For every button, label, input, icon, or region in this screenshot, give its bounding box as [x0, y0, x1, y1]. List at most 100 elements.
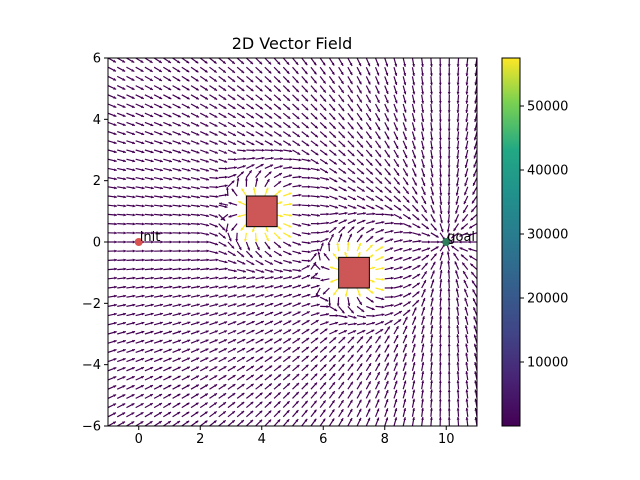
field-arrowhead	[315, 161, 319, 164]
field-arrowhead	[223, 88, 227, 91]
field-arrowhead	[314, 364, 318, 368]
field-arrowhead	[380, 246, 384, 250]
field-arrowhead	[214, 375, 218, 379]
field-arrowhead	[160, 285, 164, 289]
field-arrowhead	[247, 247, 250, 251]
field-arrowhead	[317, 195, 320, 199]
field-arrowhead	[223, 97, 227, 100]
field-arrowhead	[314, 98, 318, 102]
field-arrowhead	[268, 70, 272, 74]
field-arrowhead	[270, 276, 274, 279]
field-arrowhead	[297, 152, 301, 155]
field-arrowhead	[149, 403, 153, 406]
field-arrowhead	[150, 150, 154, 154]
field-arrowhead	[381, 288, 385, 292]
field-arrowhead	[158, 421, 162, 424]
field-arrowhead	[403, 109, 407, 113]
field-arrowhead	[368, 372, 371, 376]
field-arrowhead	[351, 144, 355, 148]
field-arrowhead	[326, 305, 330, 309]
field-arrowhead	[394, 389, 398, 393]
field-arrowhead	[370, 290, 374, 294]
field-arrowhead	[353, 211, 357, 215]
field-arrowhead	[462, 262, 466, 266]
field-arrowhead	[324, 152, 328, 156]
field-arrowhead	[453, 228, 457, 232]
field-arrowhead	[368, 126, 372, 130]
field-arrowhead	[314, 382, 318, 386]
field-arrowhead	[416, 300, 419, 304]
field-arrowhead	[177, 357, 181, 361]
field-arrowhead	[413, 173, 417, 177]
field-arrowhead	[158, 69, 162, 72]
field-arrowhead	[456, 156, 460, 159]
field-arrowhead	[169, 204, 173, 208]
field-arrowhead	[298, 158, 302, 162]
field-arrowhead	[132, 312, 136, 316]
field-arrowhead	[131, 96, 135, 99]
y-tick-label: −6	[82, 420, 101, 435]
field-arrowhead	[422, 288, 426, 292]
field-arrowhead	[177, 114, 181, 118]
field-arrowhead	[464, 325, 468, 329]
field-arrowhead	[439, 306, 443, 310]
field-arrowhead	[186, 402, 190, 406]
field-arrowhead	[232, 88, 236, 91]
field-arrowhead	[196, 168, 200, 172]
field-arrowhead	[385, 63, 389, 67]
field-arrowhead	[314, 391, 317, 395]
field-arrowhead	[387, 326, 390, 330]
field-arrowhead	[169, 258, 173, 262]
field-arrowhead	[304, 409, 308, 413]
field-arrowhead	[447, 269, 451, 273]
field-arrowhead	[204, 69, 208, 73]
field-arrowhead	[408, 224, 412, 228]
field-arrowhead	[287, 365, 291, 368]
field-arrowhead	[232, 366, 236, 369]
field-arrowhead	[403, 371, 407, 375]
field-arrowhead	[204, 411, 208, 415]
field-arrowhead	[260, 347, 264, 351]
field-arrowhead	[427, 233, 431, 237]
field-arrowhead	[223, 393, 227, 396]
field-arrowhead	[131, 132, 135, 136]
field-arrowhead	[314, 346, 318, 350]
field-arrowhead	[415, 208, 419, 212]
field-arrowhead	[178, 231, 182, 235]
field-arrowhead	[394, 399, 398, 402]
field-arrowhead	[447, 156, 451, 159]
field-arrowhead	[397, 199, 401, 202]
field-arrowhead	[323, 382, 327, 386]
field-arrowhead	[324, 346, 327, 350]
field-arrowhead	[113, 177, 117, 181]
field-arrowhead	[447, 137, 451, 141]
field-arrowhead	[215, 185, 219, 189]
field-arrowhead	[462, 218, 466, 222]
field-arrowhead	[150, 285, 154, 289]
field-arrowhead	[278, 347, 282, 351]
field-arrowhead	[456, 398, 460, 402]
field-arrowhead	[376, 417, 380, 421]
field-arrowhead	[113, 86, 117, 90]
field-arrowhead	[447, 325, 451, 328]
field-arrowhead	[206, 204, 210, 208]
field-arrowhead	[131, 105, 135, 108]
field-arrowhead	[376, 90, 380, 94]
field-arrowhead	[222, 217, 226, 221]
field-arrowhead	[325, 321, 329, 325]
field-arrowhead	[351, 345, 354, 349]
field-arrowhead	[430, 82, 433, 86]
field-arrowhead	[447, 147, 451, 150]
field-arrowhead	[196, 150, 200, 154]
field-arrowhead	[404, 137, 407, 140]
field-arrowhead	[242, 133, 246, 136]
field-arrowhead	[277, 383, 281, 387]
field-arrowhead	[260, 365, 264, 369]
field-arrowhead	[331, 409, 335, 413]
field-arrowhead	[350, 99, 353, 103]
field-arrowhead	[408, 292, 412, 296]
field-arrowhead	[286, 79, 290, 83]
field-arrowhead	[131, 358, 135, 361]
field-arrowhead	[438, 417, 442, 420]
field-arrowhead	[377, 127, 381, 131]
